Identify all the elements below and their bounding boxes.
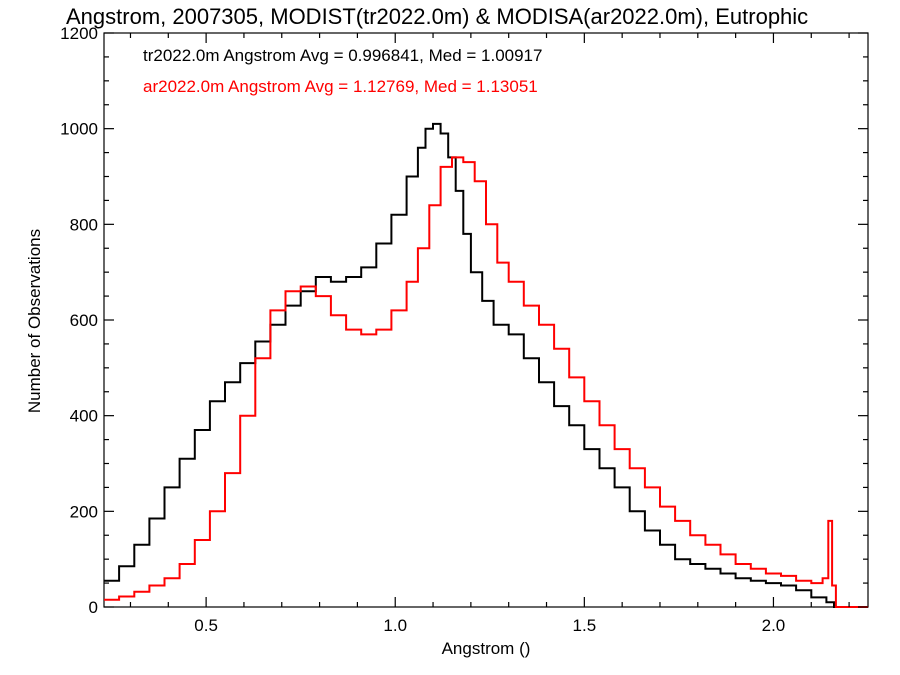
series-line-tr2022.0m: [104, 122, 868, 608]
y-tick-label: 1200: [60, 24, 98, 43]
x-tick-label: 1.0: [383, 616, 407, 635]
plot-frame: [103, 32, 869, 608]
series-layer: [104, 122, 868, 608]
y-tick-label: 600: [70, 311, 98, 330]
y-tick-label: 200: [70, 502, 98, 521]
legend: tr2022.0m Angstrom Avg = 0.996841, Med =…: [143, 46, 542, 96]
y-tick-label: 400: [70, 407, 98, 426]
x-axis-label: Angstrom (): [442, 639, 531, 658]
ticks-layer: 0.5 1.0 1.5 2.0 0 200 400 600 800 1000 1200: [60, 24, 868, 635]
legend-entry-ar2022: ar2022.0m Angstrom Avg = 1.12769, Med = …: [143, 77, 538, 96]
y-tick-label: 0: [89, 598, 98, 617]
x-tick-label: 2.0: [762, 616, 786, 635]
x-tick-label: 1.5: [573, 616, 597, 635]
legend-entry-tr2022: tr2022.0m Angstrom Avg = 0.996841, Med =…: [143, 46, 542, 65]
chart-title: Angstrom, 2007305, MODIST(tr2022.0m) & M…: [66, 4, 808, 29]
x-tick-label: 0.5: [194, 616, 218, 635]
series-line-ar2022.0m: [104, 156, 868, 608]
plot-area: 0.5 1.0 1.5 2.0 0 200 400 600 800 1000 1200: [60, 24, 869, 635]
y-axis-label: Number of Observations: [25, 229, 44, 413]
y-tick-label: 1000: [60, 120, 98, 139]
y-tick-label: 800: [70, 215, 98, 234]
